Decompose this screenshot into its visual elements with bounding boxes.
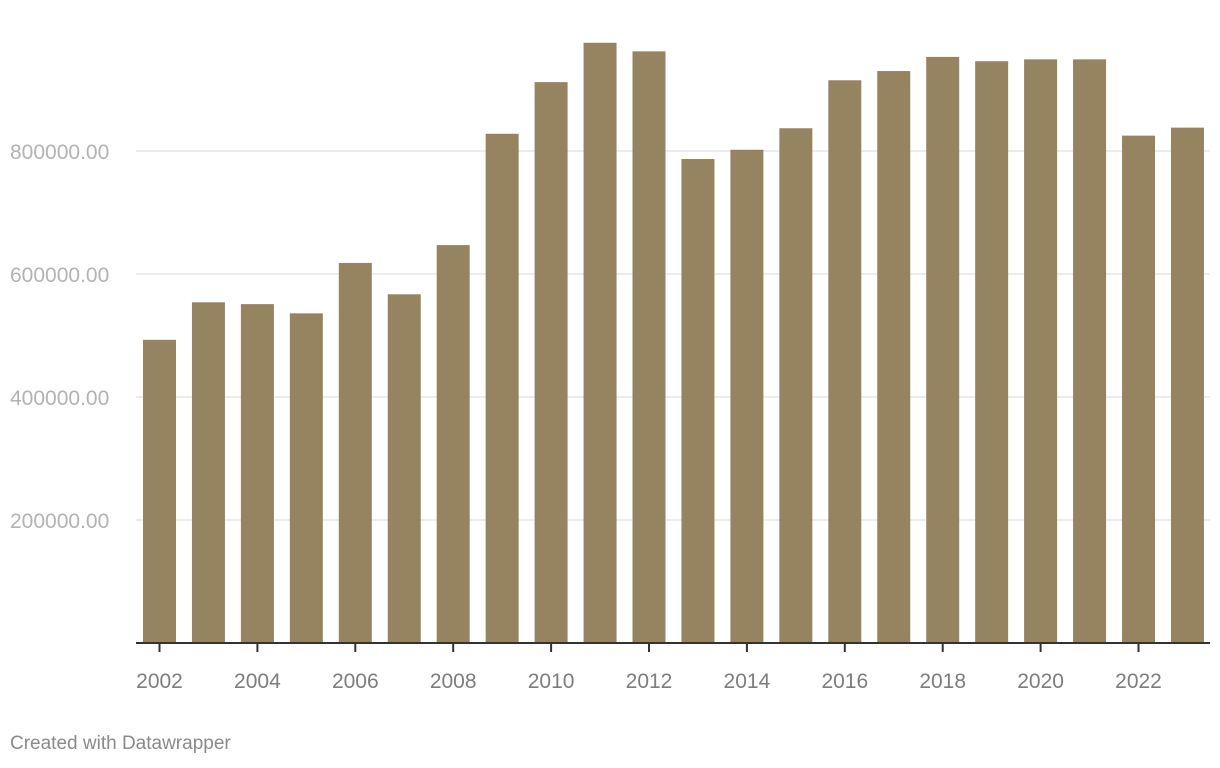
- x-tick-label: 2010: [528, 670, 575, 693]
- bar-2018: [926, 56, 960, 643]
- x-tick-label: 2016: [821, 670, 868, 693]
- bar-2013: [681, 159, 715, 643]
- y-tick-label: 200000.00: [10, 510, 109, 533]
- bar-2015: [779, 128, 813, 643]
- bar-2010: [534, 82, 568, 644]
- bar-2003: [191, 302, 225, 643]
- y-tick-label: 400000.00: [10, 387, 109, 410]
- bar-2022: [1122, 135, 1155, 644]
- bar-2016: [828, 80, 862, 643]
- credit-text: Created with Datawrapper: [10, 733, 231, 754]
- x-tick-label: 2006: [332, 670, 379, 693]
- x-axis-ticks: 2002 2004 2006 2008 2010 2012 2014 2016 2018 2020…: [136, 643, 1162, 693]
- bar-2006: [338, 262, 372, 643]
- bar-2021: [1073, 59, 1107, 644]
- x-tick-label: 2012: [626, 670, 673, 693]
- x-tick-label: 2008: [430, 670, 477, 693]
- bar-2004: [240, 304, 274, 643]
- bar-2007: [387, 294, 421, 643]
- x-tick-label: 2018: [919, 670, 966, 693]
- x-tick-label: 2014: [724, 670, 771, 693]
- bar-2023: [1170, 127, 1204, 643]
- bars: [143, 42, 1204, 644]
- x-tick-label: 2002: [136, 670, 183, 693]
- x-tick-label: 2004: [234, 670, 281, 693]
- bar-2011: [583, 42, 617, 643]
- bar-2002: [143, 339, 176, 643]
- y-tick-label: 800000.00: [10, 141, 109, 164]
- bar-2019: [975, 61, 1009, 643]
- bar-2012: [632, 51, 666, 644]
- bar-2020: [1024, 59, 1058, 644]
- bar-2009: [485, 133, 519, 643]
- y-tick-label: 600000.00: [10, 264, 109, 287]
- bar-2017: [877, 71, 911, 644]
- bar-2005: [289, 313, 323, 643]
- x-tick-label: 2020: [1017, 670, 1064, 693]
- bar-2014: [730, 149, 764, 643]
- x-tick-label: 2022: [1115, 670, 1162, 693]
- y-axis-ticks: 200000.00 400000.00 600000.00 800000.00: [10, 141, 109, 533]
- bar-2008: [436, 245, 470, 643]
